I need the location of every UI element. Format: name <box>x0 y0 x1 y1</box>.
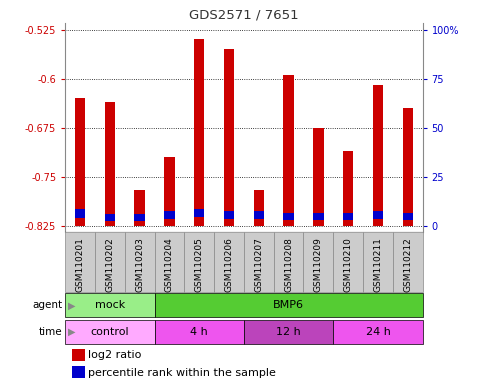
Bar <box>333 232 363 292</box>
Text: GSM110204: GSM110204 <box>165 237 174 292</box>
Bar <box>393 232 423 292</box>
Bar <box>254 190 264 226</box>
Bar <box>343 213 354 220</box>
Bar <box>72 366 85 379</box>
Bar <box>224 212 234 219</box>
Bar <box>155 320 244 344</box>
Bar <box>284 213 294 220</box>
Bar <box>155 232 185 292</box>
Text: log2 ratio: log2 ratio <box>88 350 142 360</box>
Text: GSM110203: GSM110203 <box>135 237 144 292</box>
Text: GSM110208: GSM110208 <box>284 237 293 292</box>
Bar <box>185 232 214 292</box>
Text: 12 h: 12 h <box>276 327 301 337</box>
Text: ▶: ▶ <box>68 327 75 337</box>
Text: time: time <box>39 327 63 337</box>
Bar <box>402 213 413 220</box>
Text: GSM110205: GSM110205 <box>195 237 204 292</box>
Bar <box>254 212 264 219</box>
Bar <box>274 232 303 292</box>
Text: GSM110212: GSM110212 <box>403 237 412 292</box>
Text: percentile rank within the sample: percentile rank within the sample <box>88 367 276 377</box>
Bar <box>313 213 324 220</box>
Bar <box>95 232 125 292</box>
Text: GSM110210: GSM110210 <box>344 237 353 292</box>
Bar <box>105 214 115 221</box>
Bar <box>244 232 274 292</box>
Bar <box>65 320 155 344</box>
Title: GDS2571 / 7651: GDS2571 / 7651 <box>189 9 298 22</box>
Bar <box>65 293 155 317</box>
Bar <box>224 49 234 226</box>
Bar <box>65 232 95 292</box>
Bar <box>373 85 383 226</box>
Bar <box>402 108 413 226</box>
Text: GSM110207: GSM110207 <box>255 237 263 292</box>
Bar <box>313 128 324 226</box>
Text: mock: mock <box>95 300 125 310</box>
Bar <box>134 214 145 221</box>
Text: GSM110206: GSM110206 <box>225 237 233 292</box>
Bar <box>164 157 175 226</box>
Bar <box>343 151 354 226</box>
Bar <box>363 232 393 292</box>
Text: 24 h: 24 h <box>366 327 390 337</box>
Text: control: control <box>91 327 129 337</box>
Bar <box>373 212 383 219</box>
Bar <box>72 349 85 361</box>
Bar <box>194 209 204 217</box>
Text: GSM110211: GSM110211 <box>373 237 383 292</box>
Text: GSM110202: GSM110202 <box>105 237 114 292</box>
Bar <box>75 98 85 226</box>
Bar <box>164 212 175 219</box>
Bar <box>155 293 423 317</box>
Text: GSM110209: GSM110209 <box>314 237 323 292</box>
Bar <box>244 320 333 344</box>
Text: agent: agent <box>33 300 63 310</box>
Text: GSM110201: GSM110201 <box>76 237 85 292</box>
Text: BMP6: BMP6 <box>273 300 304 310</box>
Bar <box>105 101 115 226</box>
Bar <box>284 75 294 226</box>
Bar <box>194 40 204 226</box>
Text: ▶: ▶ <box>68 300 75 310</box>
Bar <box>125 232 155 292</box>
Bar <box>333 320 423 344</box>
Bar <box>214 232 244 292</box>
Bar <box>303 232 333 292</box>
Text: 4 h: 4 h <box>190 327 208 337</box>
Bar <box>75 209 85 218</box>
Bar <box>134 190 145 226</box>
